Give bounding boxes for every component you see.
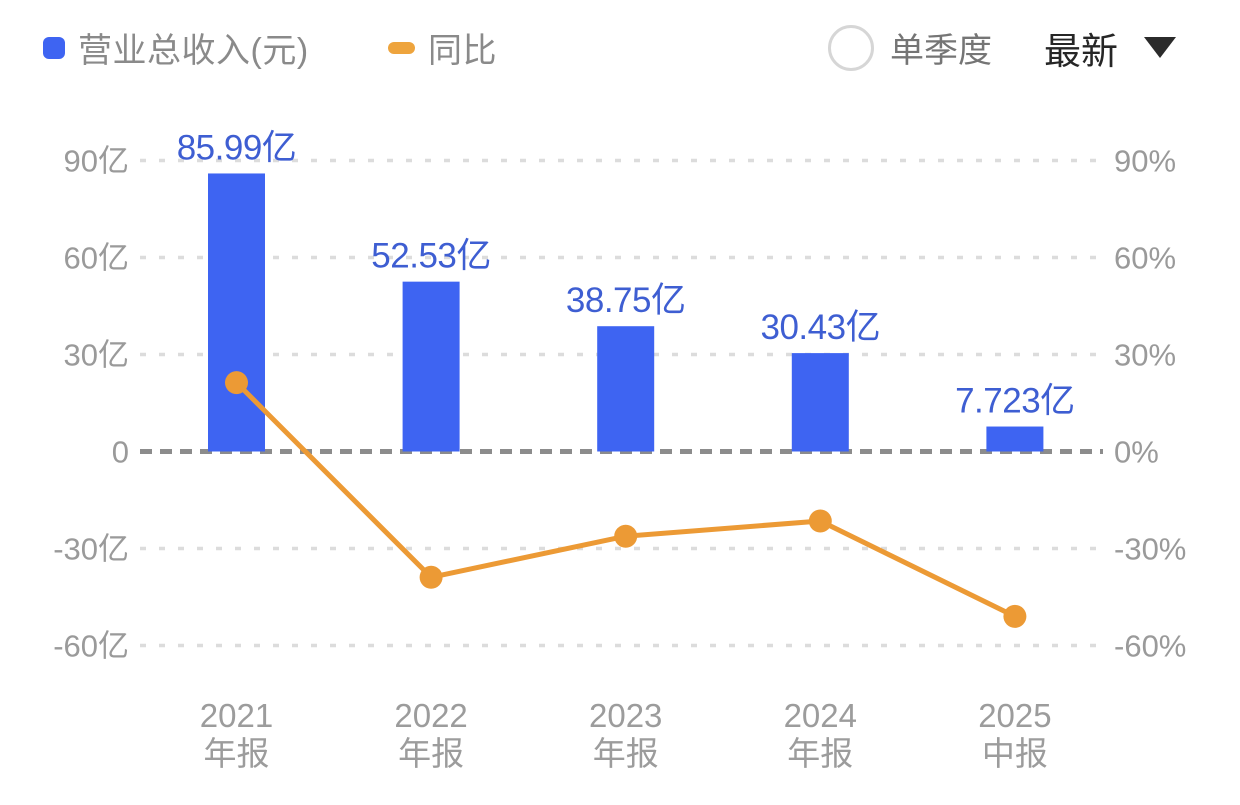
caret-down-icon	[1144, 37, 1176, 58]
yoy-line-point[interactable]	[225, 371, 248, 395]
x-axis-label-period: 中报	[982, 735, 1048, 772]
right-axis-tick: 90%	[1114, 144, 1176, 179]
bar-value-label: 38.75亿	[566, 281, 686, 320]
x-axis-label-year: 2022	[394, 697, 467, 734]
chart-header: 营业总收入(元) 同比 单季度 最新	[0, 0, 1240, 95]
yoy-line-point[interactable]	[808, 509, 832, 533]
yoy-legend-swatch-icon	[388, 41, 415, 54]
yoy-line-point[interactable]	[419, 565, 443, 589]
legend-item-yoy[interactable]: 同比	[388, 0, 497, 95]
left-axis-tick: 30亿	[64, 338, 129, 373]
right-axis-tick: -30%	[1114, 532, 1186, 567]
x-axis-label-period: 年报	[787, 735, 853, 772]
x-axis-label-year: 2023	[589, 697, 662, 734]
bar-value-label: 7.723亿	[955, 382, 1075, 421]
yoy-line-point[interactable]	[1003, 604, 1027, 628]
x-axis-label-year: 2024	[784, 697, 857, 734]
legend-item-revenue[interactable]: 营业总收入(元)	[43, 0, 309, 95]
single-quarter-label: 单季度	[890, 32, 992, 70]
left-axis-tick: -30亿	[53, 532, 129, 567]
revenue-bar[interactable]	[791, 353, 849, 452]
single-quarter-toggle[interactable]: 单季度	[828, 0, 992, 95]
right-axis-tick: 30%	[1114, 338, 1176, 373]
revenue-legend-swatch-icon	[43, 36, 65, 59]
revenue-bar[interactable]	[597, 326, 655, 452]
radio-unchecked-icon[interactable]	[828, 24, 874, 71]
x-axis-label-period: 年报	[204, 735, 270, 772]
bar-value-label: 52.53亿	[371, 237, 491, 276]
x-axis-label-year: 2025	[978, 697, 1051, 734]
revenue-bar[interactable]	[208, 173, 265, 452]
yoy-line-point[interactable]	[614, 524, 638, 548]
right-axis-tick: 60%	[1114, 241, 1176, 276]
x-axis-label-year: 2021	[200, 697, 273, 734]
x-axis-label-period: 年报	[593, 735, 659, 772]
revenue-bar[interactable]	[986, 426, 1044, 452]
period-dropdown[interactable]: 最新	[1044, 0, 1176, 95]
left-axis-tick: 0	[112, 435, 129, 470]
right-axis-tick: 0%	[1114, 435, 1159, 470]
bar-value-label: 30.43亿	[761, 308, 881, 347]
left-axis-tick: 90亿	[64, 144, 129, 179]
x-axis-label-period: 年报	[398, 735, 464, 772]
right-axis-tick: -60%	[1114, 629, 1186, 664]
revenue-bar[interactable]	[402, 281, 460, 452]
left-axis-tick: -60亿	[53, 629, 129, 664]
yoy-legend-label: 同比	[428, 32, 497, 70]
revenue-legend-label: 营业总收入(元)	[78, 32, 309, 70]
bar-value-label: 85.99亿	[177, 128, 297, 167]
period-dropdown-value: 最新	[1044, 30, 1118, 72]
left-axis-tick: 60亿	[64, 241, 129, 276]
